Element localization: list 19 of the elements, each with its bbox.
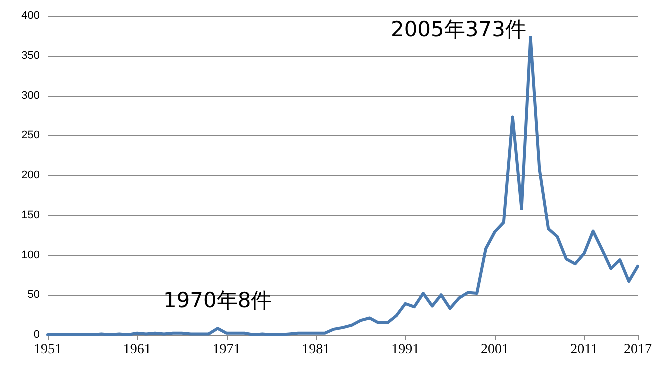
x-tick-label: 1961 [123, 342, 152, 358]
y-tick-label: 0 [34, 329, 40, 341]
y-tick-label: 150 [22, 209, 40, 222]
y-tick-label: 200 [22, 170, 40, 182]
y-tick-label: 100 [22, 249, 40, 262]
x-tick-label: 2011 [570, 342, 598, 358]
x-tick-label: 1991 [392, 342, 420, 358]
y-tick-label: 300 [22, 90, 40, 102]
x-tick-label: 1951 [34, 342, 62, 358]
x-tick-label: 2017 [624, 342, 652, 358]
y-tick-label: 50 [28, 289, 40, 302]
y-tick-label: 250 [22, 130, 40, 142]
annotation: 2005年373件 [390, 18, 526, 42]
y-tick-label: 400 [22, 10, 40, 22]
annotation: 1970年8件 [163, 288, 272, 313]
y-tick-label: 350 [22, 50, 40, 62]
x-tick-label: 1981 [302, 342, 330, 358]
x-tick-label: 1971 [212, 342, 241, 358]
x-tick-label: 2001 [480, 342, 509, 358]
